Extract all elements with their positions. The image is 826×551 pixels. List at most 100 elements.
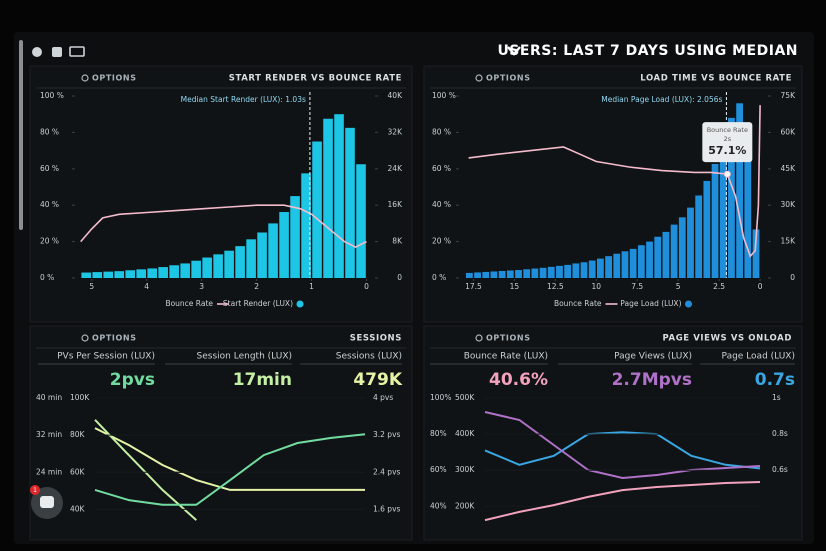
stat-label: Session Length (LUX) bbox=[197, 352, 292, 362]
y-tick-label: 80 % bbox=[40, 127, 59, 136]
histogram-bar bbox=[191, 260, 201, 278]
y-tick-label: 4 pvs bbox=[373, 393, 393, 402]
y-tick-label: 300K bbox=[455, 465, 475, 474]
scrollbar[interactable] bbox=[19, 40, 23, 230]
histogram-bar bbox=[490, 271, 498, 278]
options-button[interactable]: OPTIONS bbox=[486, 334, 531, 343]
x-tick-label: 4 bbox=[144, 282, 149, 291]
stat-value: 40.6% bbox=[489, 370, 548, 390]
histogram-bar bbox=[670, 224, 678, 278]
y2-tick-label: 60K bbox=[781, 127, 797, 136]
histogram-bar bbox=[202, 257, 212, 278]
histogram-bar bbox=[158, 267, 168, 278]
legend-swatch bbox=[685, 300, 692, 308]
x-tick-label: 10 bbox=[592, 282, 602, 291]
y2-tick-label: 0 bbox=[397, 273, 402, 282]
histogram-bar bbox=[334, 114, 344, 278]
options-icon bbox=[81, 334, 89, 342]
y-tick-label: 40K bbox=[70, 504, 86, 513]
x-tick-label: 17.5 bbox=[465, 282, 482, 291]
options-button[interactable]: OPTIONS bbox=[92, 74, 137, 83]
options-button[interactable]: OPTIONS bbox=[486, 74, 531, 83]
legend-swatch bbox=[296, 300, 304, 308]
histogram-bar bbox=[257, 232, 267, 278]
x-tick-label: 5 bbox=[89, 282, 94, 291]
histogram-bar bbox=[103, 271, 114, 278]
y-tick-label: 60 % bbox=[432, 164, 451, 173]
y-tick-label: 100 % bbox=[432, 91, 456, 100]
histogram-bar bbox=[736, 103, 744, 278]
y-tick-label: 0 % bbox=[40, 273, 54, 282]
monitor-icon[interactable] bbox=[69, 46, 85, 57]
median-label: Median Page Load (LUX): 2.056s bbox=[601, 95, 722, 104]
panel-title: SESSIONS bbox=[350, 334, 402, 344]
legend-label[interactable]: Page Load (LUX) bbox=[620, 299, 681, 308]
histogram-bar bbox=[356, 164, 366, 278]
x-tick-label: 5 bbox=[676, 282, 681, 291]
options-icon bbox=[81, 74, 89, 82]
stat-value: 0.7s bbox=[755, 370, 795, 390]
dropdown-chevron[interactable] bbox=[507, 46, 521, 56]
y-tick-label: 80% bbox=[430, 429, 447, 438]
histogram-bar bbox=[629, 248, 637, 278]
histogram-bar bbox=[678, 217, 686, 278]
chat-icon bbox=[40, 496, 54, 508]
stat-value: 479K bbox=[353, 370, 402, 390]
dashboard-title: USERS: LAST 7 DAYS USING MEDIAN bbox=[497, 43, 798, 59]
y2-tick-label: 45K bbox=[781, 164, 797, 173]
histogram-bar bbox=[556, 265, 563, 278]
stat-label: Bounce Rate (LUX) bbox=[464, 352, 548, 362]
x-tick-label: 1 bbox=[309, 282, 314, 291]
legend-label[interactable]: Bounce Rate bbox=[165, 299, 213, 308]
share-icon[interactable] bbox=[52, 47, 62, 57]
y-tick-label: 60 % bbox=[40, 164, 59, 173]
y-tick-label: 100 % bbox=[40, 91, 64, 100]
y2-tick-label: 24K bbox=[388, 164, 404, 173]
histogram-bar bbox=[654, 236, 662, 278]
histogram-bar bbox=[482, 271, 490, 278]
panel-title: START RENDER VS BOUNCE RATE bbox=[229, 74, 402, 84]
options-button[interactable]: OPTIONS bbox=[92, 334, 137, 343]
y-tick-label: 0.8s bbox=[772, 429, 788, 438]
histogram-bar bbox=[572, 263, 580, 278]
x-tick-label: 2.5 bbox=[713, 282, 725, 291]
histogram-bar bbox=[588, 260, 596, 278]
options-icon bbox=[475, 74, 483, 82]
y2-tick-label: 15K bbox=[781, 237, 797, 246]
chat-widget[interactable]: 1 bbox=[30, 485, 63, 519]
histogram-bar bbox=[213, 254, 223, 278]
histogram-bar bbox=[744, 144, 752, 278]
histogram-bar bbox=[235, 246, 245, 278]
y-tick-label: 100% bbox=[430, 393, 451, 402]
y2-tick-label: 8K bbox=[392, 237, 403, 246]
legend-label[interactable]: Bounce Rate bbox=[554, 299, 602, 308]
x-tick-label: 0 bbox=[758, 282, 763, 291]
series-line bbox=[484, 481, 761, 522]
y-tick-label: 3.2 pvs bbox=[373, 430, 401, 439]
histogram-bar bbox=[169, 265, 179, 278]
series-line bbox=[484, 431, 761, 470]
series-line bbox=[94, 433, 366, 506]
y-tick-label: 60K bbox=[70, 467, 86, 476]
histogram-bar bbox=[474, 272, 481, 278]
x-tick-label: 7.5 bbox=[631, 282, 643, 291]
y2-tick-label: 16K bbox=[388, 200, 404, 209]
help-icon[interactable] bbox=[32, 47, 42, 57]
stat-value: 2pvs bbox=[110, 370, 155, 390]
tooltip-box bbox=[702, 122, 753, 163]
histogram-bar bbox=[531, 268, 539, 278]
histogram-bar bbox=[301, 173, 311, 278]
bounce-rate-line bbox=[468, 105, 761, 258]
histogram-bar bbox=[728, 117, 735, 278]
histogram-bar bbox=[136, 269, 146, 278]
legend-label[interactable]: Start Render (LUX) bbox=[223, 299, 293, 308]
y-tick-label: 2.4 pvs bbox=[373, 467, 401, 476]
tooltip-value: 57.1% bbox=[708, 144, 746, 157]
histogram-bar bbox=[515, 269, 522, 278]
panel bbox=[29, 325, 413, 541]
x-tick-label: 2 bbox=[254, 282, 259, 291]
options-icon bbox=[475, 334, 483, 342]
y-tick-label: 40% bbox=[430, 501, 447, 510]
y-tick-label: 60% bbox=[430, 465, 447, 474]
